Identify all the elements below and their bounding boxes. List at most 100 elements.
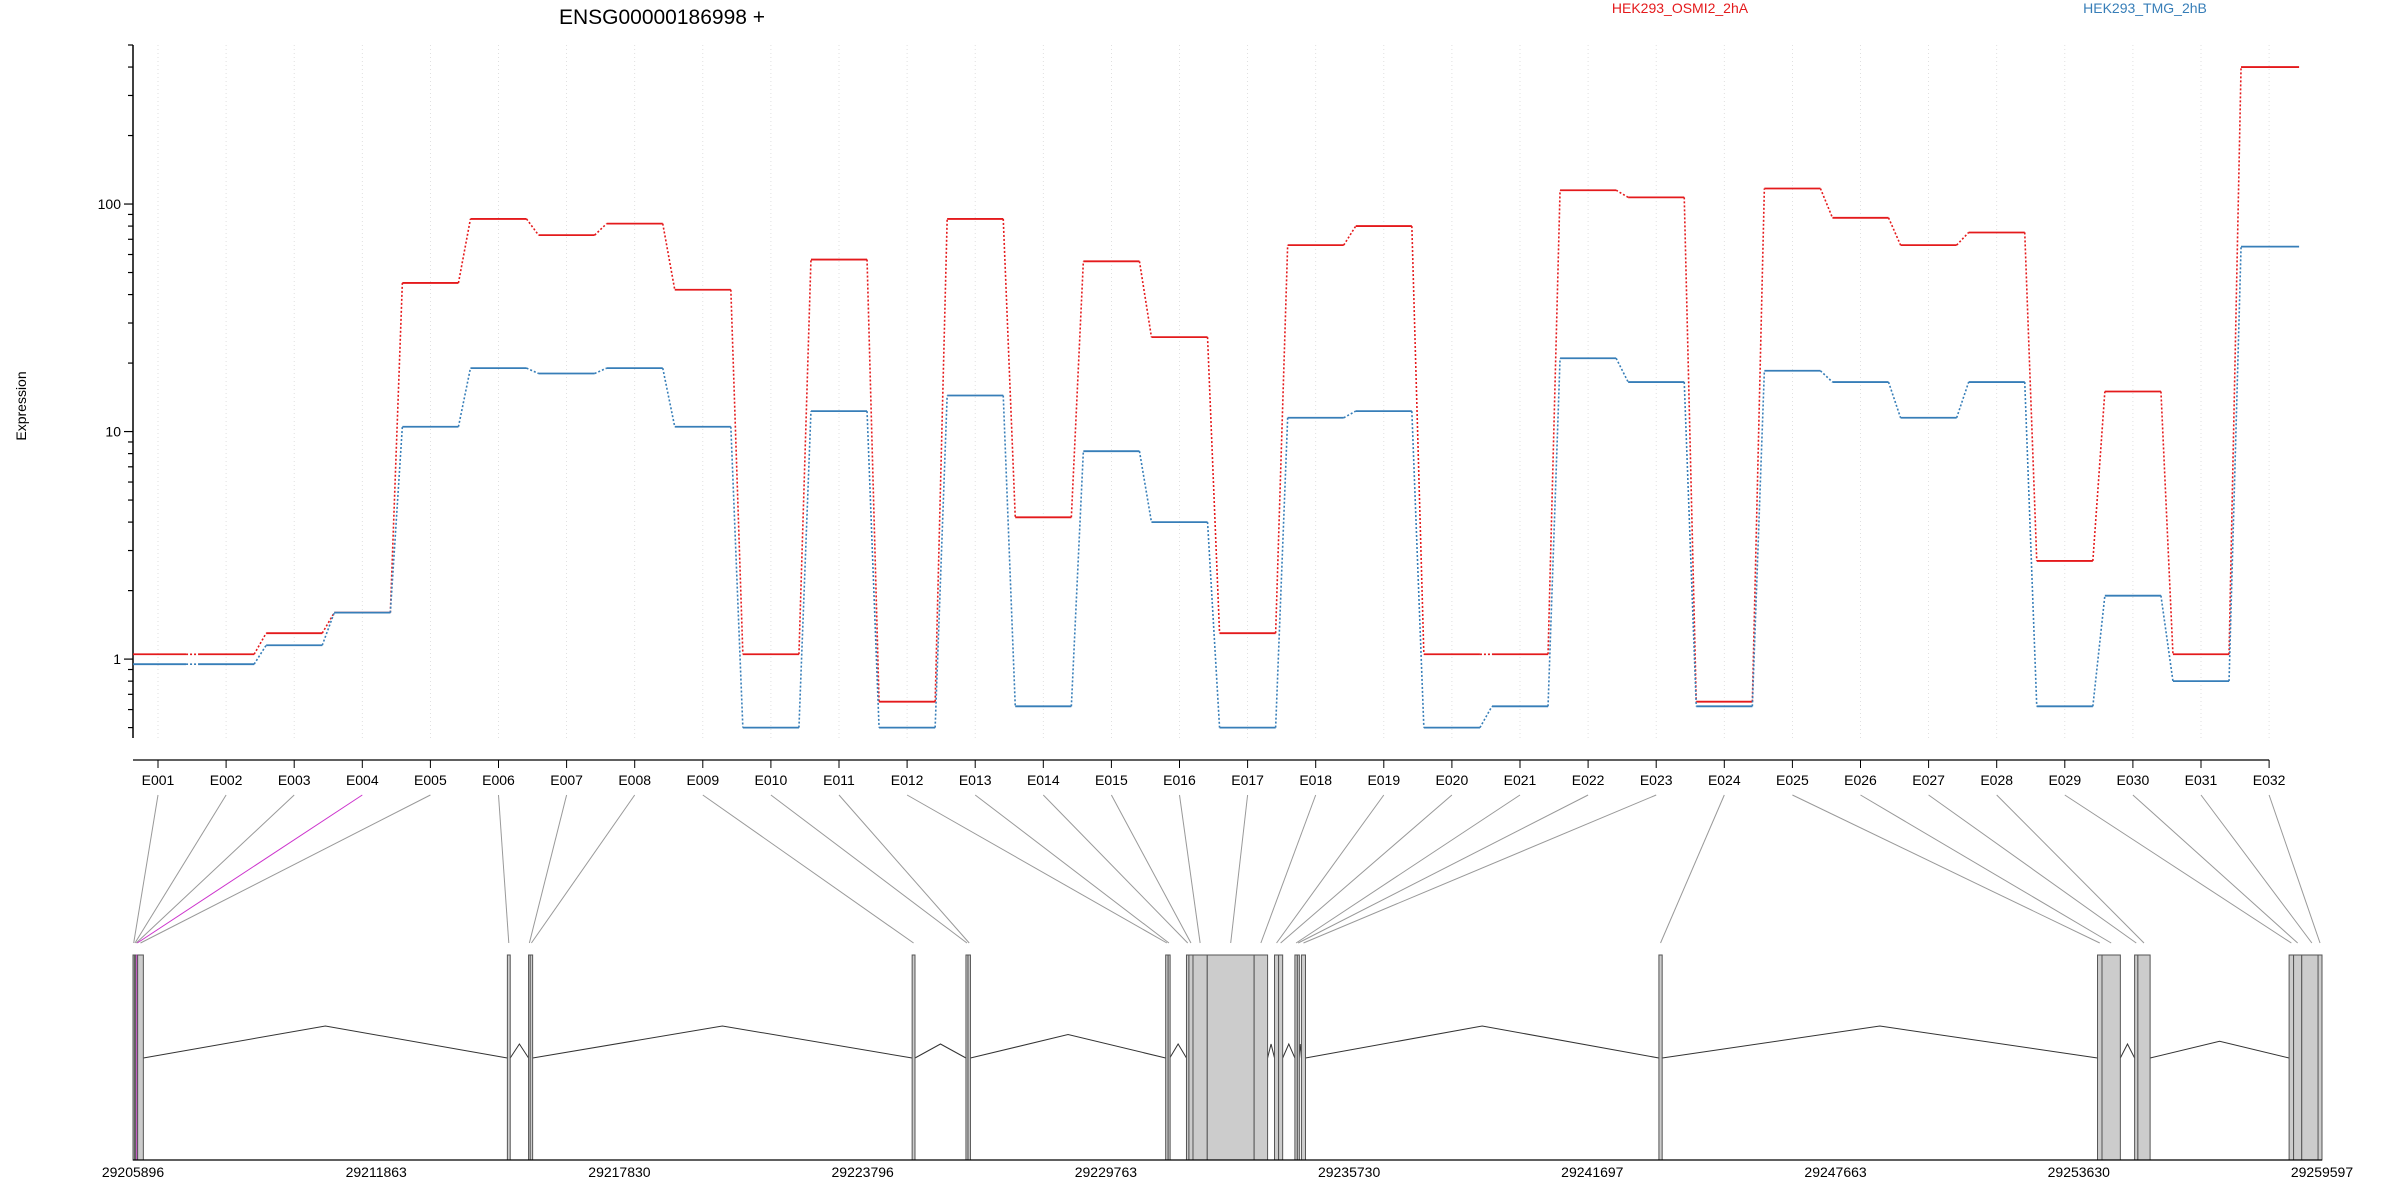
exon-connector bbox=[1230, 794, 1249, 944]
intron-line bbox=[914, 1043, 967, 1059]
exon-connector bbox=[1303, 794, 1657, 944]
series-1-connector bbox=[389, 282, 404, 613]
x-tick-label: E031 bbox=[2185, 772, 2218, 788]
exon-box bbox=[506, 954, 511, 1161]
exon-box bbox=[2137, 954, 2151, 1161]
coord-tick-label: 29229763 bbox=[1075, 1164, 1138, 1180]
exon-connector bbox=[1297, 794, 1589, 944]
intron-line bbox=[1169, 1043, 1187, 1059]
coord-tick-label: 29205896 bbox=[102, 1164, 165, 1180]
series-2-connector bbox=[934, 395, 948, 728]
x-tick-label: E014 bbox=[1027, 772, 1060, 788]
series-2-connector bbox=[798, 411, 812, 728]
x-tick-label: E009 bbox=[686, 772, 719, 788]
exon-connector bbox=[531, 794, 636, 944]
exon-box bbox=[1658, 954, 1663, 1161]
series-2-connector bbox=[1479, 705, 1493, 728]
exon-box bbox=[1296, 954, 1300, 1161]
series-2-connector bbox=[1887, 381, 1902, 419]
intron-line bbox=[970, 1034, 1166, 1059]
intron-line bbox=[1267, 1043, 1276, 1059]
legend-label-series-2: HEK293_TMG_2hB bbox=[2083, 0, 2207, 16]
exon-connector bbox=[133, 794, 159, 944]
intron-line bbox=[1282, 1042, 1296, 1059]
exon-box bbox=[2317, 954, 2323, 1161]
series-1-connector bbox=[457, 218, 472, 284]
intron-line bbox=[1305, 1025, 1660, 1059]
series-1-connector bbox=[1002, 218, 1017, 518]
exon-box bbox=[1253, 954, 1269, 1161]
exon-box bbox=[1192, 954, 1208, 1161]
x-tick-label: E008 bbox=[618, 772, 651, 788]
series-1-connector bbox=[1411, 226, 1425, 655]
x-tick-label: E024 bbox=[1708, 772, 1741, 788]
series-2-connector bbox=[1070, 451, 1085, 707]
exon-connector bbox=[1179, 794, 1201, 944]
series-1-connector bbox=[1070, 261, 1085, 518]
exon-connector bbox=[135, 794, 295, 944]
x-tick-label: E022 bbox=[1572, 772, 1605, 788]
series-1-connector bbox=[1887, 217, 1902, 246]
exon-box bbox=[967, 954, 971, 1161]
x-tick-label: E032 bbox=[2253, 772, 2286, 788]
series-1-connector bbox=[730, 289, 744, 655]
exon-connector bbox=[1860, 794, 2112, 944]
coord-tick-label: 29259597 bbox=[2291, 1164, 2354, 1180]
y-axis: 1 10 100 bbox=[98, 44, 134, 738]
series-2-connector bbox=[1615, 357, 1629, 383]
exon-connector bbox=[2064, 794, 2292, 944]
x-tick-label: E012 bbox=[891, 772, 924, 788]
series-1-connector bbox=[1547, 190, 1561, 655]
coord-tick-label: 29247663 bbox=[1804, 1164, 1867, 1180]
series-1-connector bbox=[1819, 188, 1834, 219]
x-tick-label: E021 bbox=[1504, 772, 1537, 788]
series-1-connector bbox=[1206, 337, 1221, 634]
x-tick-label: E029 bbox=[2048, 772, 2081, 788]
series-2-connector bbox=[2092, 595, 2106, 707]
exon-box bbox=[2293, 954, 2303, 1161]
series-2-connector bbox=[1343, 410, 1357, 419]
intron-line bbox=[1662, 1025, 2098, 1059]
series-1-connector bbox=[1343, 225, 1357, 246]
exon-connector bbox=[1295, 794, 1521, 944]
y-tick-label: 100 bbox=[98, 196, 122, 212]
coord-tick-label: 29211863 bbox=[346, 1164, 407, 1180]
exon-box bbox=[911, 954, 916, 1161]
exon-connector bbox=[1792, 794, 2100, 944]
exon-connector bbox=[1928, 794, 2137, 944]
x-tick-label: E017 bbox=[1231, 772, 1264, 788]
series-1-connector bbox=[866, 259, 880, 702]
series-1-connector bbox=[1683, 197, 1698, 702]
x-tick-label: E010 bbox=[755, 772, 788, 788]
series-2 bbox=[133, 245, 2300, 729]
series-2-connector bbox=[1955, 381, 1970, 419]
coord-tick-label: 29223796 bbox=[832, 1164, 895, 1180]
series-1-connector bbox=[1751, 188, 1766, 702]
x-tick-label: E006 bbox=[482, 772, 515, 788]
series-2-connector bbox=[526, 367, 539, 375]
exon-connector bbox=[528, 794, 568, 944]
series-2-connector bbox=[730, 426, 744, 728]
series-1-connector bbox=[1274, 245, 1289, 634]
exon-connector bbox=[702, 794, 914, 944]
intron-line bbox=[532, 1025, 913, 1059]
x-tick-label: E002 bbox=[210, 772, 243, 788]
series-2-connector bbox=[321, 612, 336, 646]
exon-box bbox=[137, 954, 144, 1161]
series-1-connector bbox=[1956, 231, 1970, 246]
exon-box bbox=[1274, 954, 1280, 1161]
series-1-connector bbox=[2092, 391, 2106, 562]
series-1 bbox=[133, 66, 2300, 703]
exon-connector bbox=[1280, 794, 1453, 944]
series-2-connector bbox=[866, 411, 880, 728]
intron-line bbox=[509, 1043, 529, 1059]
series-2-connector bbox=[253, 644, 267, 665]
exon-connector bbox=[1110, 794, 1192, 944]
series-1-connector bbox=[661, 223, 676, 290]
coord-tick-label: 29241697 bbox=[1561, 1164, 1624, 1180]
intron-line bbox=[143, 1025, 508, 1059]
series-1-connector bbox=[2228, 67, 2242, 655]
exon-box bbox=[1278, 954, 1284, 1161]
exon-connector bbox=[1042, 794, 1189, 944]
exon-box bbox=[1206, 954, 1255, 1161]
